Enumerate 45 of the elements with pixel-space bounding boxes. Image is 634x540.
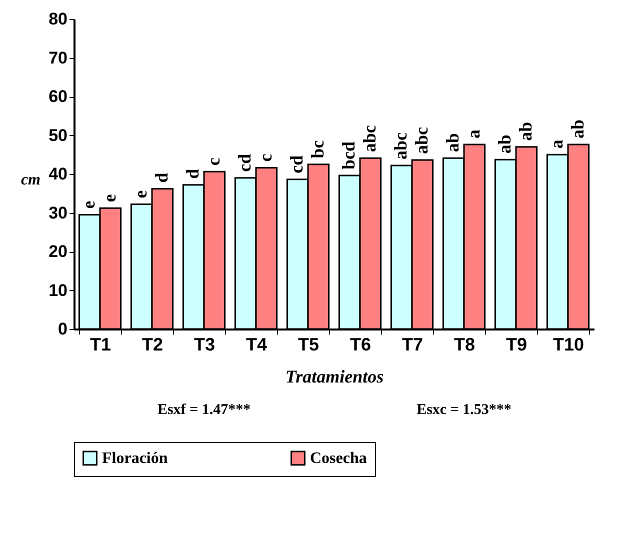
data-label: ab	[442, 133, 463, 152]
y-tick-label: 70	[48, 48, 68, 68]
y-tick-label: 10	[48, 280, 68, 300]
x-tick-label: T9	[506, 334, 528, 354]
data-label: a	[546, 140, 567, 149]
y-tick-label: 30	[48, 203, 68, 222]
data-label: ab	[494, 134, 515, 154]
y-tick-label: 40	[48, 164, 68, 184]
x-tick-label: T6	[350, 334, 372, 354]
y-tick-label: 20	[48, 242, 68, 261]
y-tick-label: 80	[48, 10, 68, 28]
data-label: e	[78, 200, 99, 209]
y-axis-title: cm	[20, 172, 40, 188]
x-tick-label: T10	[552, 334, 584, 354]
data-label: abc	[359, 125, 380, 152]
legend-label: Cosecha	[310, 450, 367, 468]
data-label: abc	[390, 132, 411, 160]
data-label: cd	[234, 154, 255, 172]
data-label: bcd	[338, 142, 359, 170]
y-tick-label: 60	[48, 87, 68, 106]
data-label: e	[99, 194, 120, 202]
text: Esxc = 1.53***	[416, 402, 512, 418]
x-tick-label: T3	[194, 334, 216, 354]
y-tick-label: 50	[48, 126, 68, 145]
x-tick-label: T8	[454, 334, 476, 354]
x-axis-title: Tratamientos	[285, 366, 384, 386]
x-tick-label: T4	[246, 334, 268, 354]
x-tick-label: T7	[402, 334, 424, 354]
data-label: ab	[567, 120, 588, 139]
x-tick-label: T2	[142, 334, 164, 354]
data-label: ab	[515, 122, 536, 141]
y-tick-label: 0	[58, 320, 68, 338]
text: Esxf = 1.47***	[157, 402, 251, 418]
x-tick-label: T5	[298, 334, 320, 354]
data-label: e	[130, 190, 151, 198]
data-label: d	[151, 172, 172, 183]
data-label: a	[463, 130, 484, 139]
data-label: c	[203, 158, 224, 166]
data-label: c	[255, 154, 276, 162]
legend-label: Floración	[102, 450, 168, 468]
data-label: bc	[307, 140, 328, 158]
data-label: abc	[411, 127, 432, 154]
data-label: cd	[286, 155, 307, 174]
x-tick-label: T1	[90, 334, 112, 354]
data-label: d	[182, 168, 203, 179]
